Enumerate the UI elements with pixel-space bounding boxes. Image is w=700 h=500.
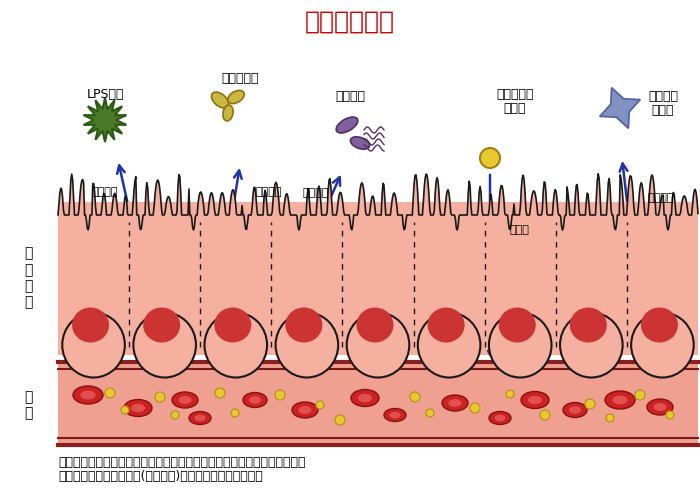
Polygon shape <box>83 98 127 142</box>
Ellipse shape <box>124 400 152 416</box>
Ellipse shape <box>131 404 145 412</box>
Ellipse shape <box>189 412 211 424</box>
Ellipse shape <box>204 312 267 378</box>
Circle shape <box>666 411 674 419</box>
Text: スルー: スルー <box>510 225 530 235</box>
Text: アレルゲン: アレルゲン <box>221 72 259 85</box>
Text: 血
管: 血 管 <box>24 390 32 420</box>
Ellipse shape <box>560 312 622 378</box>
Ellipse shape <box>223 105 233 121</box>
Ellipse shape <box>356 308 393 342</box>
Text: 消化された栄養素以外の毒素やウイルス、アレルゲン、未消化の栄養素と: 消化された栄養素以外の毒素やウイルス、アレルゲン、未消化の栄養素と <box>58 456 305 468</box>
Polygon shape <box>600 88 640 128</box>
Ellipse shape <box>494 415 505 421</box>
Ellipse shape <box>449 399 461 407</box>
Ellipse shape <box>384 408 406 422</box>
Ellipse shape <box>641 308 678 342</box>
Ellipse shape <box>144 308 180 342</box>
Ellipse shape <box>178 396 192 404</box>
Text: ウイルス: ウイルス <box>335 90 365 104</box>
Ellipse shape <box>612 396 627 404</box>
Ellipse shape <box>489 312 552 378</box>
Circle shape <box>316 401 324 409</box>
Circle shape <box>121 406 129 414</box>
Ellipse shape <box>428 308 465 342</box>
Ellipse shape <box>195 415 206 421</box>
Ellipse shape <box>521 392 549 408</box>
Ellipse shape <box>605 391 635 409</box>
Circle shape <box>606 414 614 422</box>
Text: 栄養素: 栄養素 <box>652 104 674 118</box>
Circle shape <box>335 415 345 425</box>
Text: 上
皮
細
胞: 上 皮 細 胞 <box>24 246 32 310</box>
Bar <box>58 207 698 355</box>
Ellipse shape <box>358 394 372 402</box>
Circle shape <box>105 388 115 398</box>
Bar <box>58 202 698 350</box>
Ellipse shape <box>276 312 338 378</box>
Ellipse shape <box>654 403 666 411</box>
Ellipse shape <box>570 308 607 342</box>
Ellipse shape <box>389 412 400 418</box>
Ellipse shape <box>214 308 251 342</box>
Ellipse shape <box>243 392 267 407</box>
Circle shape <box>470 403 480 413</box>
Ellipse shape <box>228 90 244 104</box>
Ellipse shape <box>73 386 103 404</box>
Ellipse shape <box>80 390 95 400</box>
Ellipse shape <box>62 312 125 378</box>
Ellipse shape <box>211 92 229 108</box>
Ellipse shape <box>498 308 536 342</box>
Circle shape <box>155 392 165 402</box>
Ellipse shape <box>442 395 468 411</box>
Text: 消化された: 消化された <box>496 88 533 102</box>
Text: ブロック: ブロック <box>302 188 329 198</box>
Ellipse shape <box>292 402 318 418</box>
Circle shape <box>426 409 434 417</box>
Text: ブロック: ブロック <box>255 187 281 197</box>
Ellipse shape <box>249 396 261 404</box>
Ellipse shape <box>72 308 109 342</box>
Text: 正常な腸粘膜: 正常な腸粘膜 <box>305 10 395 34</box>
Bar <box>58 362 698 445</box>
Ellipse shape <box>336 117 358 133</box>
Circle shape <box>480 148 500 168</box>
Ellipse shape <box>489 412 511 424</box>
Text: いった有害物質を腸粘膜(上皮細胞)がブロックしてくれる。: いった有害物質を腸粘膜(上皮細胞)がブロックしてくれる。 <box>58 470 262 482</box>
Circle shape <box>275 390 285 400</box>
Circle shape <box>171 411 179 419</box>
Ellipse shape <box>134 312 196 378</box>
Ellipse shape <box>631 312 694 378</box>
Ellipse shape <box>418 312 480 378</box>
Ellipse shape <box>286 308 323 342</box>
Text: 栄養素: 栄養素 <box>504 102 526 116</box>
Circle shape <box>215 388 225 398</box>
Ellipse shape <box>172 392 198 408</box>
Ellipse shape <box>298 406 312 414</box>
Text: ブロック: ブロック <box>648 193 675 203</box>
Circle shape <box>540 410 550 420</box>
Ellipse shape <box>563 402 587 417</box>
Ellipse shape <box>351 390 379 406</box>
Ellipse shape <box>569 406 581 414</box>
Circle shape <box>585 399 595 409</box>
Circle shape <box>506 390 514 398</box>
Ellipse shape <box>528 396 542 404</box>
Circle shape <box>635 390 645 400</box>
Ellipse shape <box>647 399 673 415</box>
Circle shape <box>231 409 239 417</box>
Polygon shape <box>58 174 698 230</box>
Text: LPS毒素: LPS毒素 <box>86 88 124 102</box>
Text: 未消化の: 未消化の <box>648 90 678 104</box>
Text: ブロック: ブロック <box>92 187 118 197</box>
Circle shape <box>410 392 420 402</box>
Ellipse shape <box>351 137 370 149</box>
Ellipse shape <box>346 312 410 378</box>
